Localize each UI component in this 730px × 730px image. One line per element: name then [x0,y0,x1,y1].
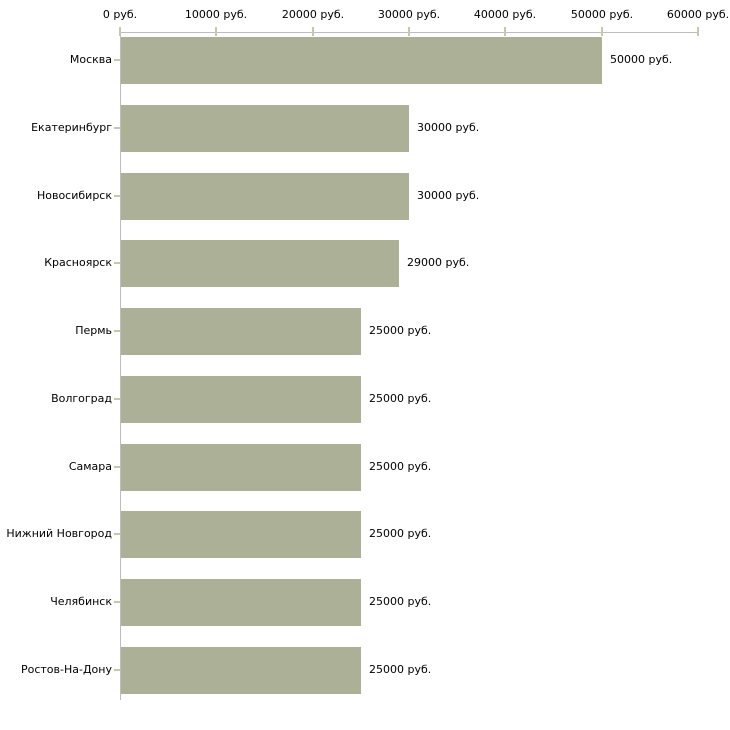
x-axis-tick-mark [408,27,410,36]
bar [121,647,361,694]
category-label: Новосибирск [36,189,112,202]
y-axis-tick-mark [114,466,120,468]
y-axis-tick-mark [114,398,120,400]
y-axis-tick-mark [114,59,120,61]
bar-value-label: 29000 руб. [407,256,470,269]
bar [121,173,409,220]
bar-value-label: 30000 руб. [417,121,480,134]
x-axis-tick-mark [215,27,217,36]
category-label: Самара [68,460,112,473]
category-label: Нижний Новгород [6,527,112,540]
x-axis-tick-label: 30000 руб. [377,8,441,21]
y-axis-tick-mark [114,262,120,264]
y-axis-tick-mark [114,195,120,197]
bar-value-label: 25000 руб. [369,392,432,405]
x-axis-tick-mark [601,27,603,36]
x-axis-tick-mark [504,27,506,36]
x-axis-tick-mark [312,27,314,36]
category-label: Ростов-На-Дону [20,663,112,676]
category-label: Москва [69,53,112,66]
category-label: Волгоград [51,392,112,405]
bar [121,511,361,558]
y-axis-tick-mark [114,601,120,603]
category-label: Челябинск [50,595,112,608]
x-axis-tick-label: 50000 руб. [570,8,634,21]
x-axis-tick-label: 60000 руб. [666,8,730,21]
bar-value-label: 25000 руб. [369,460,432,473]
x-axis-tick-label: 10000 руб. [184,8,248,21]
bar [121,376,361,423]
x-axis-tick-mark [119,27,121,36]
x-axis-tick-mark [697,27,699,36]
bar [121,579,361,626]
bar-value-label: 25000 руб. [369,324,432,337]
y-axis-tick-mark [114,533,120,535]
bar [121,308,361,355]
bar [121,240,399,287]
bar-value-label: 30000 руб. [417,189,480,202]
x-axis-tick-label: 40000 руб. [473,8,537,21]
y-axis-tick-mark [114,330,120,332]
category-label: Пермь [75,324,112,337]
y-axis-tick-mark [114,127,120,129]
y-axis-line [120,32,121,700]
bar-value-label: 25000 руб. [369,595,432,608]
x-axis-tick-label: 0 руб. [102,8,138,21]
bar [121,37,602,84]
category-label: Екатеринбург [31,121,112,134]
bar-value-label: 50000 руб. [610,53,673,66]
y-axis-tick-mark [114,669,120,671]
x-axis-tick-label: 20000 руб. [281,8,345,21]
category-label: Красноярск [44,256,112,269]
bar [121,444,361,491]
bar-value-label: 25000 руб. [369,663,432,676]
bar-value-label: 25000 руб. [369,527,432,540]
bar [121,105,409,152]
